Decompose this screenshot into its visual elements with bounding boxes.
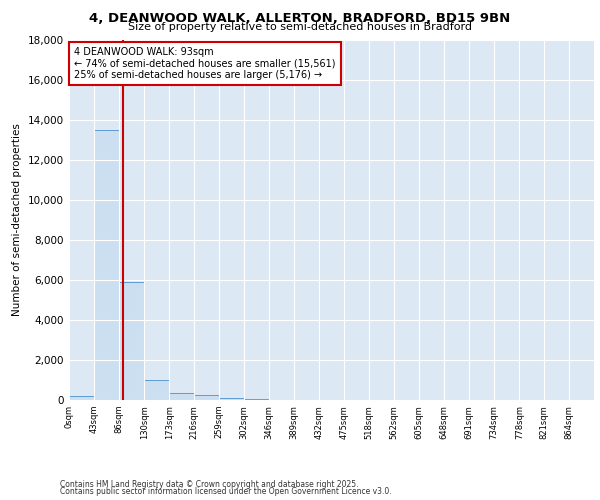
Bar — [94, 130, 119, 400]
Text: Contains public sector information licensed under the Open Government Licence v3: Contains public sector information licen… — [60, 488, 392, 496]
Text: Contains HM Land Registry data © Crown copyright and database right 2025.: Contains HM Land Registry data © Crown c… — [60, 480, 359, 489]
Bar — [145, 380, 169, 400]
Bar — [69, 396, 94, 400]
Bar — [119, 282, 143, 400]
Text: Size of property relative to semi-detached houses in Bradford: Size of property relative to semi-detach… — [128, 22, 472, 32]
Bar — [169, 393, 194, 400]
Bar — [244, 399, 269, 400]
Y-axis label: Number of semi-detached properties: Number of semi-detached properties — [13, 124, 22, 316]
Bar — [219, 398, 244, 400]
Text: 4 DEANWOOD WALK: 93sqm
← 74% of semi-detached houses are smaller (15,561)
25% of: 4 DEANWOOD WALK: 93sqm ← 74% of semi-det… — [74, 47, 336, 80]
Bar — [194, 394, 219, 400]
Text: 4, DEANWOOD WALK, ALLERTON, BRADFORD, BD15 9BN: 4, DEANWOOD WALK, ALLERTON, BRADFORD, BD… — [89, 12, 511, 26]
